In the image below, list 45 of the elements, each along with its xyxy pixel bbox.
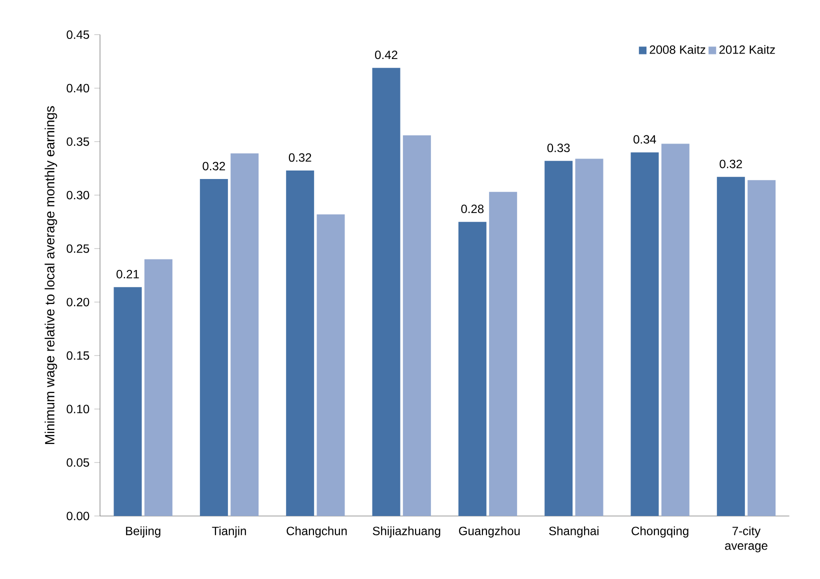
y-tick-label: 0.40: [66, 84, 90, 93]
bar: [372, 68, 400, 516]
bar: [144, 259, 172, 516]
data-label: 0.42: [375, 50, 398, 60]
y-tick-label: 0.15: [66, 351, 90, 360]
data-label: 0.34: [634, 135, 656, 144]
x-tick-label: 7-city average: [725, 526, 768, 552]
y-tick-label: 0.05: [66, 458, 90, 467]
bar: [489, 192, 518, 516]
y-tick-label: 0.00: [66, 512, 90, 520]
bar: [230, 154, 259, 516]
bar: [544, 161, 573, 516]
legend-label: 2012 Kaitz: [719, 45, 775, 54]
x-tick-label: Chongqing: [632, 526, 688, 538]
bar: [630, 152, 659, 516]
bar: [458, 222, 486, 516]
bar: [286, 170, 314, 516]
data-label: 0.32: [720, 160, 742, 168]
bar: [661, 144, 690, 516]
x-tick-label: Guangzhou: [459, 526, 520, 538]
bar: [402, 135, 431, 516]
bar: [575, 158, 604, 516]
y-tick-label: 0.35: [66, 138, 90, 146]
legend-label: 2008 Kaitz: [650, 45, 706, 54]
x-tick-label: Tianjin: [212, 526, 246, 538]
bar: [316, 214, 345, 516]
y-tick-label: 0.45: [66, 30, 90, 40]
y-tick-label: 0.20: [66, 298, 90, 306]
x-tick-label: Changchun: [286, 526, 347, 538]
bar: [716, 177, 745, 516]
x-tick-label: Shijiazhuang: [372, 526, 440, 538]
data-label: 0.28: [461, 204, 484, 214]
y-tick-label: 0.25: [66, 244, 90, 254]
y-axis-title: Minimum wage relative to local average monthly earnings: [44, 106, 58, 444]
data-label: 0.32: [202, 162, 225, 171]
x-tick-label: Beijing: [126, 526, 160, 538]
bar: [748, 180, 776, 516]
data-label: 0.33: [547, 144, 570, 152]
data-label: 0.21: [116, 270, 139, 279]
y-tick-label: 0.10: [66, 404, 90, 414]
bar: [114, 287, 142, 516]
bar: [200, 179, 228, 516]
y-tick-label: 0.30: [66, 191, 90, 200]
data-label: 0.32: [288, 153, 312, 162]
x-tick-label: Shanghai: [549, 526, 598, 538]
